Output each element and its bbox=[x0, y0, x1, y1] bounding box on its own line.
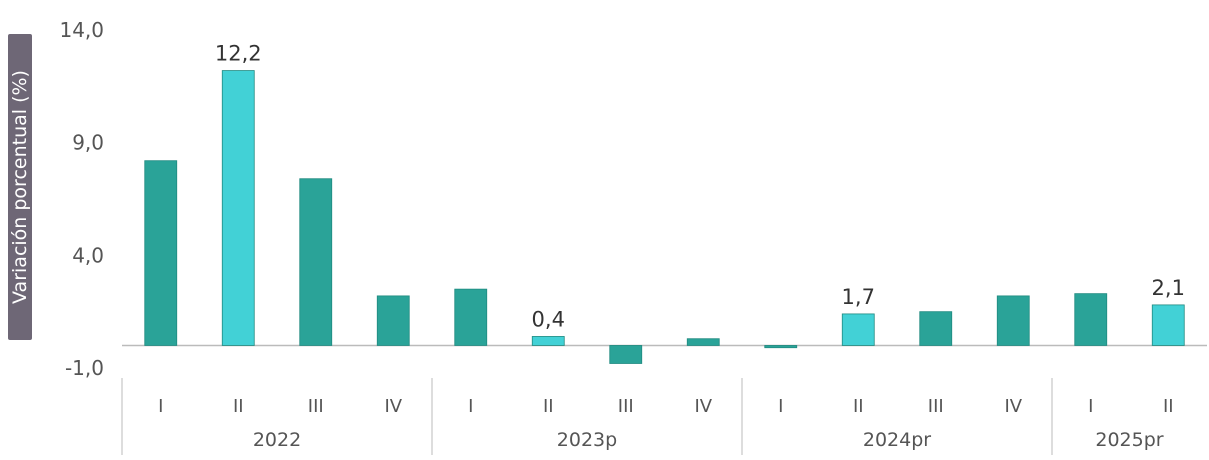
x-tick-label: II bbox=[1163, 396, 1174, 417]
group-label: 2023p bbox=[557, 429, 617, 451]
bar bbox=[609, 345, 643, 364]
x-tick-label: I bbox=[1088, 396, 1093, 417]
bar bbox=[919, 311, 953, 346]
y-axis-label-box: Variación porcentual (%) bbox=[8, 34, 32, 340]
bar bbox=[531, 336, 565, 346]
bar bbox=[1074, 293, 1108, 346]
x-tick-label: III bbox=[618, 396, 634, 417]
x-tick-label: I bbox=[158, 396, 163, 417]
x-tick-label: II bbox=[233, 396, 244, 417]
bar bbox=[376, 295, 410, 346]
x-tick-label: II bbox=[853, 396, 864, 417]
x-tick-label: I bbox=[778, 396, 783, 417]
y-tick-label: 14,0 bbox=[59, 18, 104, 42]
x-tick-label: III bbox=[928, 396, 944, 417]
y-tick-label: 4,0 bbox=[72, 243, 104, 267]
data-label: 1,7 bbox=[842, 285, 875, 309]
y-tick-label: 9,0 bbox=[72, 131, 104, 155]
bar bbox=[996, 295, 1030, 346]
bar bbox=[221, 70, 255, 346]
group-label: 2024pr bbox=[863, 429, 931, 451]
bar bbox=[764, 345, 798, 349]
bar bbox=[686, 338, 720, 346]
bar bbox=[454, 288, 488, 346]
bar bbox=[144, 160, 178, 346]
group-label: 2025pr bbox=[1095, 429, 1163, 451]
group-label: 2022 bbox=[253, 429, 301, 451]
y-tick-label: -1,0 bbox=[65, 356, 104, 380]
data-label: 12,2 bbox=[215, 42, 262, 66]
bar bbox=[841, 313, 875, 346]
x-tick-label: IV bbox=[694, 396, 712, 417]
bar bbox=[1151, 304, 1185, 346]
bar bbox=[299, 178, 333, 346]
data-label: 0,4 bbox=[532, 307, 565, 331]
x-tick-label: IV bbox=[1004, 396, 1022, 417]
data-label: 2,1 bbox=[1152, 276, 1185, 300]
x-tick-label: III bbox=[308, 396, 324, 417]
x-tick-label: IV bbox=[384, 396, 402, 417]
x-tick-label: II bbox=[543, 396, 554, 417]
x-tick-label: I bbox=[468, 396, 473, 417]
